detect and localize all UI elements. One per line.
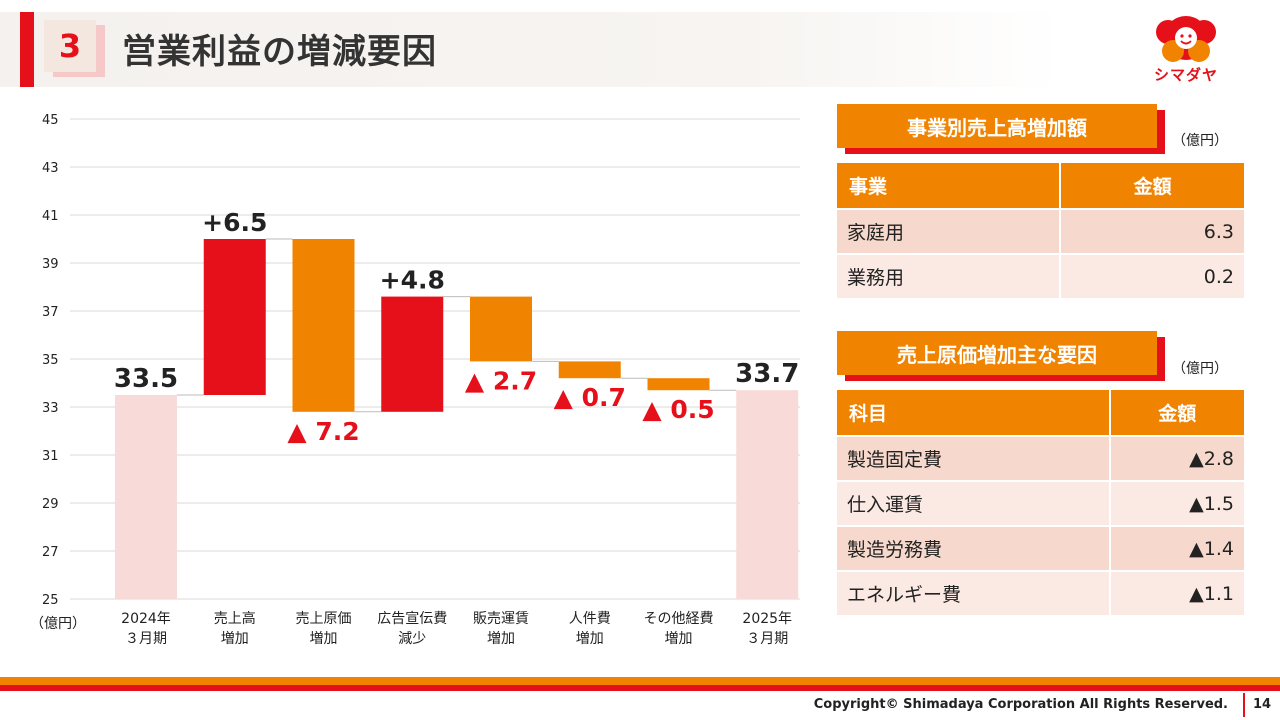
row-amount: ▲1.1 — [1108, 570, 1244, 615]
waterfall-chart: 25 27 29 31 33 35 37 39 41 43 45 （億円） 33.5 2024年 ３月期 +6… — [30, 113, 800, 647]
x-tick-label: 2024年 — [121, 611, 171, 627]
x-tick-label: 増加 — [576, 631, 604, 647]
table-row: 製造労務費 ▲1.4 — [837, 525, 1244, 570]
bar — [647, 378, 710, 391]
panel1-unit: （億円） — [1172, 133, 1228, 149]
x-tick-label: ３月期 — [746, 631, 788, 647]
x-tick-label: 2025年 — [742, 611, 792, 627]
sales-increase-table: 事業 金額 家庭用 6.3 業務用 0.2 — [837, 163, 1244, 298]
y-tick-label: 41 — [42, 209, 59, 224]
row-amount: ▲2.8 — [1108, 435, 1244, 480]
data-label: ▲ 0.7 — [554, 383, 626, 412]
header-band — [0, 12, 1060, 87]
y-tick-label: 35 — [42, 353, 59, 368]
row-name: 製造固定費 — [837, 435, 1109, 480]
cost-factor-table: 科目 金額 製造固定費 ▲2.8 仕入運賃 ▲1.5 製造労務費 ▲1.4 エネ… — [837, 390, 1244, 615]
shimadaya-logo — [1156, 16, 1216, 62]
page-title: 営業利益の増減要因 — [122, 32, 437, 72]
bar — [292, 239, 355, 412]
x-tick-label: 増加 — [310, 631, 338, 647]
panel1-title: 事業別売上高増加額 — [837, 104, 1157, 148]
data-label: +4.8 — [380, 266, 445, 295]
y-tick-label: 27 — [42, 545, 59, 560]
data-label: 33.5 — [114, 364, 178, 394]
x-tick-label: 売上原価 — [296, 611, 352, 627]
bar — [558, 361, 621, 379]
x-tick-label: 増加 — [221, 631, 249, 647]
footer-red-bar — [0, 685, 1280, 691]
row-name: 製造労務費 — [837, 525, 1109, 570]
x-tick-label: 増加 — [665, 631, 693, 647]
row-name: 仕入運賃 — [837, 480, 1109, 525]
bar — [381, 296, 444, 412]
data-label: 33.7 — [735, 359, 799, 389]
table-row: 製造固定費 ▲2.8 — [837, 435, 1244, 480]
table-row: エネルギー費 ▲1.1 — [837, 570, 1244, 615]
table-header-amount: 金額 — [1059, 163, 1244, 208]
row-name: 家庭用 — [837, 208, 1060, 253]
bar — [115, 395, 177, 599]
bar — [736, 390, 799, 599]
panel2-unit: （億円） — [1172, 361, 1228, 377]
header-accent-bar — [20, 12, 34, 87]
bar — [203, 239, 266, 395]
table-header-item: 科目 — [837, 390, 1109, 435]
x-tick-label: 減少 — [398, 630, 426, 647]
table-header-business: 事業 — [837, 163, 1060, 208]
row-amount: ▲1.4 — [1108, 525, 1244, 570]
x-tick-label: 販売運賃 — [473, 611, 529, 627]
x-tick-label: 広告宣伝費 — [377, 611, 447, 627]
y-tick-label: 39 — [42, 257, 59, 272]
footer-divider — [1243, 693, 1245, 717]
x-tick-label: 人件費 — [569, 611, 611, 627]
y-tick-label: 37 — [42, 305, 59, 320]
y-tick-label: 33 — [42, 401, 59, 416]
x-tick-label: 増加 — [487, 631, 515, 647]
section-number: 3 — [44, 20, 96, 72]
row-amount: 0.2 — [1059, 253, 1244, 298]
logo-text: シマダヤ — [1153, 66, 1218, 84]
panel2-title: 売上原価増加主な要因 — [837, 331, 1157, 375]
y-tick-label: 31 — [42, 449, 59, 464]
row-amount: 6.3 — [1059, 208, 1244, 253]
table-row: 業務用 0.2 — [837, 253, 1244, 298]
row-amount: ▲1.5 — [1108, 480, 1244, 525]
row-name: 業務用 — [837, 253, 1060, 298]
flower-icon — [1156, 16, 1216, 62]
data-label: ▲ 7.2 — [287, 417, 359, 446]
table-header-amount: 金額 — [1108, 390, 1244, 435]
x-tick-label: その他経費 — [644, 611, 714, 627]
y-tick-label: 45 — [42, 113, 59, 128]
x-tick-label: ３月期 — [125, 631, 167, 647]
y-tick-label: 29 — [42, 497, 59, 512]
row-name: エネルギー費 — [837, 570, 1109, 615]
data-label: ▲ 2.7 — [465, 366, 537, 395]
y-axis-unit: （億円） — [30, 616, 86, 632]
table-row: 仕入運賃 ▲1.5 — [837, 480, 1244, 525]
data-label: ▲ 0.5 — [642, 395, 714, 424]
page-number: 14 — [1253, 697, 1272, 712]
y-tick-label: 43 — [42, 161, 59, 176]
table-row: 家庭用 6.3 — [837, 208, 1244, 253]
bar — [470, 296, 532, 362]
copyright: Copyright© Shimadaya Corporation All Rig… — [813, 697, 1228, 712]
x-tick-label: 売上高 — [214, 610, 256, 627]
y-tick-label: 25 — [42, 593, 59, 608]
footer-orange-bar — [0, 677, 1280, 685]
data-label: +6.5 — [202, 208, 267, 237]
